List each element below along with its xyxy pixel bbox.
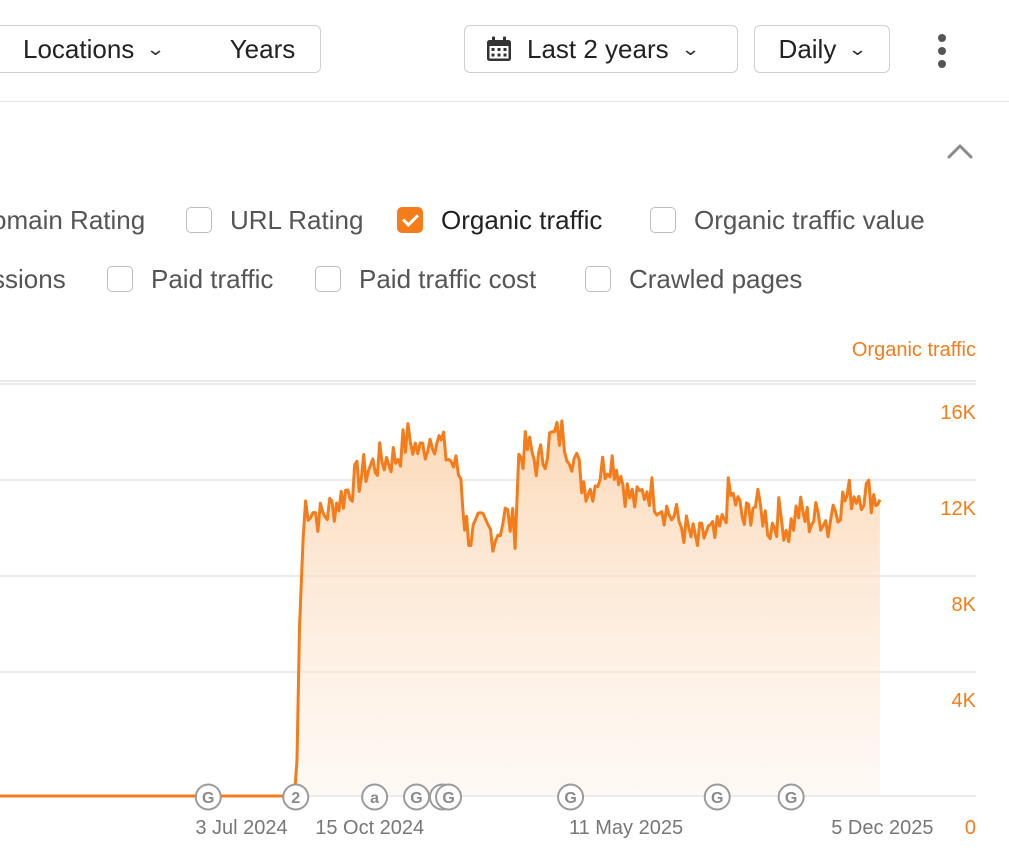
metric-paid-traffic-cost[interactable]: Paid traffic cost <box>315 259 536 299</box>
annotation-marker <box>282 783 310 811</box>
organic-traffic-chart: Organic traffic 0 4K 8K 12K 16K 3 Jul 2024 15… <box>0 339 977 839</box>
metric-paid-traffic[interactable]: Paid traffic <box>107 259 273 299</box>
annotation-marker-label: 2 <box>291 790 300 807</box>
y-tick-label: 12K <box>940 498 976 520</box>
annotation-marker <box>703 783 731 811</box>
metric-organic-traffic[interactable]: Organic traffic <box>397 200 602 240</box>
chevron-down-icon: ⌄ <box>146 38 166 59</box>
metric-crawled-pages[interactable]: Crawled pages <box>585 259 802 299</box>
x-tick-label: 5 Dec 2025 <box>831 817 933 839</box>
annotation-marker <box>777 783 805 811</box>
annotation-marker-label: a <box>370 790 379 807</box>
metric-label: Organic traffic value <box>694 204 925 235</box>
chevron-down-icon: ⌄ <box>848 38 868 59</box>
annotation-marker-label: G <box>442 790 454 807</box>
y-tick-label: 8K <box>952 594 977 616</box>
x-tick-label: 3 Jul 2024 <box>195 817 287 839</box>
years-label: Years <box>229 33 296 64</box>
checkbox[interactable] <box>585 266 611 292</box>
more-vertical-icon[interactable] <box>930 34 954 68</box>
chevron-down-icon: ⌄ <box>680 38 700 59</box>
interval-dropdown[interactable]: Daily ⌄ <box>754 25 890 73</box>
locations-dropdown[interactable]: Locations ⌄ <box>0 25 206 73</box>
y-tick-label: 4K <box>952 690 977 712</box>
organic-traffic-line <box>0 419 882 798</box>
metric-impressions[interactable]: ssions <box>0 259 66 299</box>
annotation-markers: G2aGGGGGG <box>194 783 805 811</box>
annotation-marker-label: G <box>711 790 723 807</box>
y-tick-labels: 0 4K 8K 12K 16K <box>940 402 976 839</box>
metric-label: Crawled pages <box>629 263 803 294</box>
annotation-marker-label: G <box>202 790 214 807</box>
checkbox[interactable] <box>315 266 341 292</box>
y-tick-label: 16K <box>940 402 976 424</box>
date-range-label: Last 2 years <box>527 33 669 64</box>
checkbox[interactable] <box>107 266 133 292</box>
annotation-marker-label: G <box>410 790 422 807</box>
years-button[interactable]: Years <box>205 25 321 73</box>
date-range-dropdown[interactable]: Last 2 years ⌄ <box>464 25 738 73</box>
y-axis-title: Organic traffic <box>852 339 976 361</box>
checkbox[interactable] <box>650 207 676 233</box>
calendar-icon <box>487 36 511 61</box>
checkbox[interactable] <box>186 207 212 233</box>
toolbar: Locations ⌄ Years Last 2 years ⌄ Daily ⌄ <box>0 0 1009 102</box>
annotation-marker <box>194 783 222 811</box>
metric-organic-traffic-value[interactable]: Organic traffic value <box>650 200 925 240</box>
annotation-marker-label: G <box>785 790 797 807</box>
annotation-marker <box>361 783 389 811</box>
x-tick-labels: 3 Jul 2024 15 Oct 2024 11 May 2025 5 Dec 20… <box>195 817 933 839</box>
metric-label: Organic traffic <box>441 204 603 235</box>
y-tick-label: 0 <box>965 817 976 839</box>
annotation-marker-label: G <box>564 790 576 807</box>
x-tick-label: 11 May 2025 <box>569 817 683 839</box>
metric-domain-rating[interactable]: omain Rating <box>0 200 145 240</box>
annotation-marker <box>557 783 585 811</box>
interval-label: Daily <box>778 33 837 64</box>
metric-label: ssions <box>0 263 66 294</box>
annotation-marker <box>435 783 463 811</box>
x-tick-label: 15 Oct 2024 <box>315 817 424 839</box>
metric-label: Paid traffic <box>151 263 274 294</box>
metric-label: Paid traffic cost <box>359 263 537 294</box>
metric-url-rating[interactable]: URL Rating <box>186 200 363 240</box>
metric-label: URL Rating <box>230 204 364 235</box>
locations-label: Locations <box>23 33 135 64</box>
organic-traffic-area <box>294 420 880 796</box>
checkbox-checked[interactable] <box>397 207 423 233</box>
chevron-up-icon[interactable] <box>944 138 976 164</box>
metric-label: omain Rating <box>0 204 146 235</box>
